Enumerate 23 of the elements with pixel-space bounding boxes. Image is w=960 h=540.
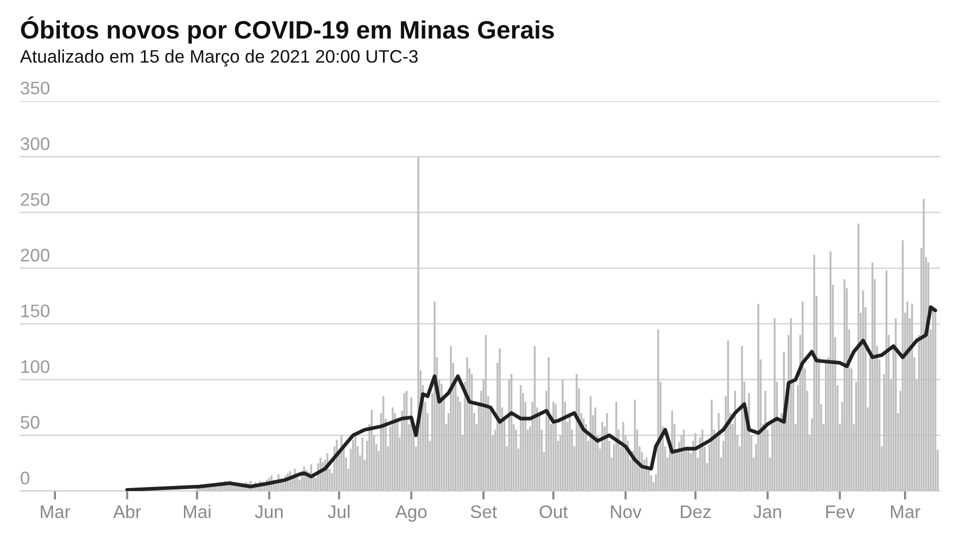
x-tick-label: Mai — [184, 504, 210, 518]
y-tick-label: 250 — [20, 193, 50, 206]
x-tick-label: Out — [540, 505, 568, 518]
x-tick-label: Jun — [254, 506, 283, 518]
x-tick-label: Jul — [328, 504, 350, 518]
x-tick-label: Mar — [40, 506, 70, 518]
y-tick-label: 350 — [20, 82, 50, 94]
x-tick-label: Dez — [680, 506, 711, 518]
y-tick-label: 50 — [20, 416, 40, 429]
x-tick-label: Abr — [113, 504, 141, 518]
x-tick-label: Ago — [395, 506, 427, 522]
y-tick-label: 100 — [21, 360, 50, 374]
y-tick-label: 300 — [20, 137, 50, 150]
y-tick-label: 0 — [20, 472, 30, 484]
chart-subtitle: Atualizado em 15 de Março de 2021 20:00 UTC-3 — [20, 50, 418, 66]
x-tick-label: Set — [470, 505, 497, 518]
x-tick-label: Nov — [610, 506, 642, 518]
y-tick-label: 150 — [21, 304, 50, 318]
chart-title: Óbitos novos por COVID-19 em Minas Gerais — [21, 16, 554, 44]
y-tick-label: 200 — [20, 248, 50, 262]
x-tick-label: Fev — [826, 506, 855, 518]
x-tick-label: Jan — [753, 506, 782, 518]
x-tick-label: Mar — [891, 506, 920, 518]
